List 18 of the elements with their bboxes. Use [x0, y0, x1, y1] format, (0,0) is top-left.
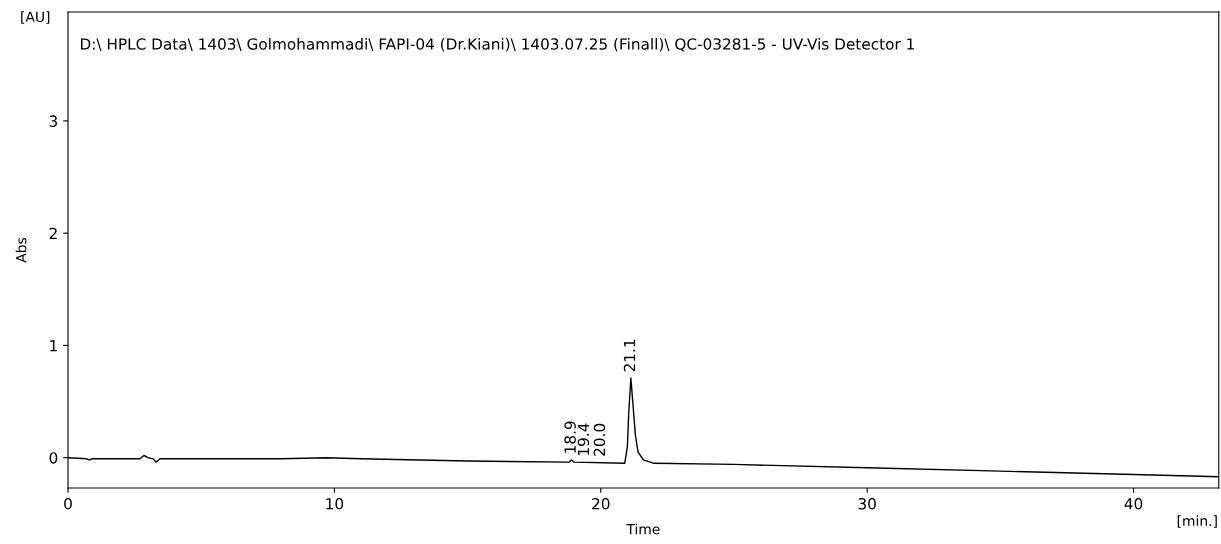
- y-tick-label: 3: [49, 115, 58, 127]
- y-tick-label: 2: [49, 227, 57, 239]
- x-tick-label: 0: [64, 497, 72, 510]
- text: [AU]: [21, 11, 50, 24]
- x-tick-label: 10: [326, 497, 344, 510]
- y-tick-label: 1: [50, 340, 57, 352]
- annotation: 19.4: [577, 423, 590, 455]
- text: D:\ HPLC Data\ 1403\ Golmohammadi\ FAPI-04 (Dr.Kiani)\ 1403.07.25 (Finall)\ QC-03281-5 - UV-Vis Detector 1: [81, 37, 914, 52]
- y-tick-label: 0: [49, 452, 58, 464]
- y-axis-title: Abs: [15, 237, 27, 263]
- annotation: 20.0: [593, 423, 606, 456]
- x-tick-label: 40: [1124, 497, 1143, 510]
- x-axis-title: Time: [626, 523, 660, 535]
- annotation: 21.1: [623, 339, 636, 372]
- x-tick-label: 30: [858, 497, 876, 510]
- text: [min.]: [1177, 515, 1217, 528]
- x-tick-label: 20: [592, 497, 610, 510]
- annotation: 18.9: [564, 421, 576, 453]
